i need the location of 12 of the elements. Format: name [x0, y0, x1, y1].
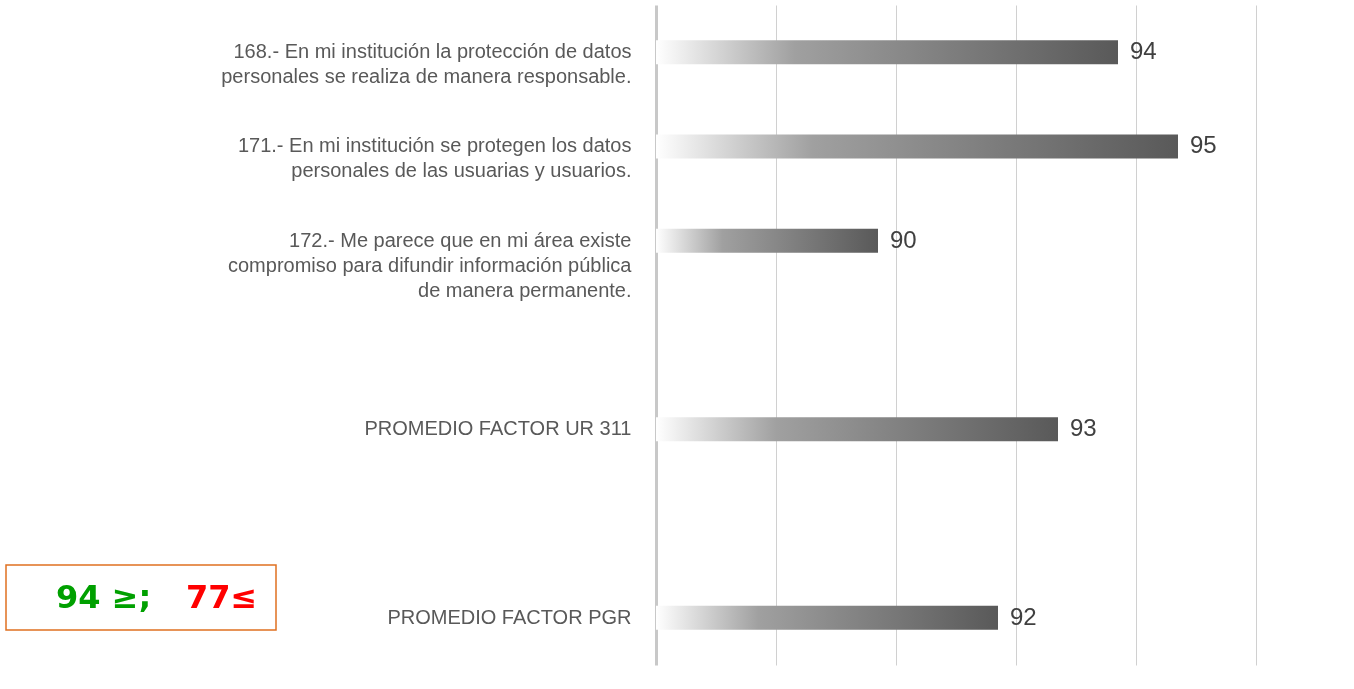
y-tick-label: 172.- Me parece que en mi área existe compromiso para difundir información pública de manera permanente.: [227, 228, 633, 301]
data-label: 94: [1130, 37, 1157, 65]
y-tick-label: 171.- En mi institución se protegen los datos personales de las usuarias y usuarios.: [237, 134, 632, 182]
text: 77≤: [186, 578, 258, 616]
data-label: 95: [1190, 131, 1217, 159]
data-label: 93: [1070, 414, 1097, 442]
y-tick-label: PROMEDIO FACTOR UR 311: [364, 417, 632, 440]
y-tick-label: 168.- En mi institución la protección de datos personales se realiza de manera responsable.: [221, 40, 632, 88]
data-label: 90: [890, 225, 917, 253]
text: 94 ≥;: [56, 578, 152, 616]
y-tick-label: PROMEDIO FACTOR PGR: [387, 605, 632, 628]
data-label: 92: [1010, 602, 1037, 630]
